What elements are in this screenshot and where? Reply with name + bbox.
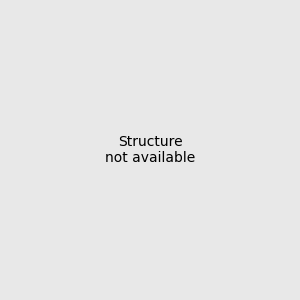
Text: Structure
not available: Structure not available (105, 135, 195, 165)
